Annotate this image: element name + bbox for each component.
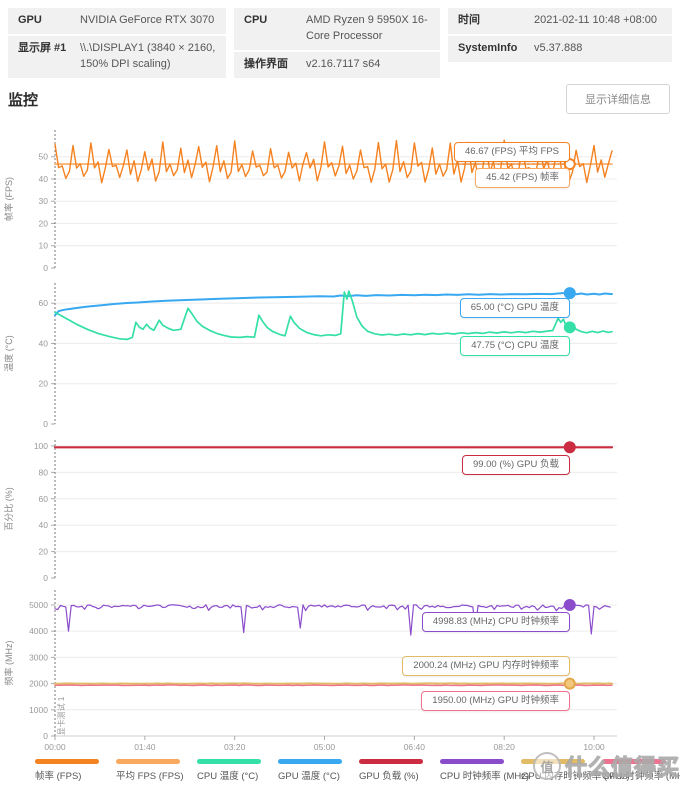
display-value: \\.\DISPLAY1 (3840 × 2160, 150% DPI scal… bbox=[80, 41, 216, 70]
svg-text:40: 40 bbox=[39, 338, 49, 348]
svg-text:频率 (MHz): 频率 (MHz) bbox=[3, 641, 14, 686]
svg-text:0: 0 bbox=[43, 263, 48, 273]
legend-label: GPU 温度 (°C) bbox=[278, 771, 340, 782]
legend-item[interactable]: 平均 FPS (FPS) bbox=[116, 759, 197, 782]
info-row-systeminfo: SystemInfo v5.37.888 bbox=[448, 35, 672, 62]
gpu-name-value: NVIDIA GeForce RTX 3070 bbox=[80, 14, 215, 26]
svg-text:06:40: 06:40 bbox=[404, 742, 426, 752]
legend-swatch bbox=[602, 759, 666, 764]
monitor-section-header: 监控 显示详细信息 bbox=[8, 84, 670, 114]
svg-text:温度 (°C): 温度 (°C) bbox=[3, 335, 14, 372]
legend-item[interactable]: GPU 时钟频率 (MHz) bbox=[602, 759, 680, 782]
cpu-name-value: AMD Ryzen 9 5950X 16-Core Processor bbox=[306, 14, 428, 42]
svg-text:00:00: 00:00 bbox=[44, 742, 66, 752]
svg-text:0: 0 bbox=[43, 731, 48, 741]
legend-label: GPU 时钟频率 (MHz) bbox=[602, 771, 680, 782]
svg-text:40: 40 bbox=[39, 174, 49, 184]
legend-swatch bbox=[35, 759, 99, 764]
info-row-display: 显示屏 #1 \\.\DISPLAY1 (3840 × 2160, 150% D… bbox=[8, 35, 226, 78]
legend-swatch bbox=[440, 759, 504, 764]
legend-swatch bbox=[359, 759, 423, 764]
legend-swatch bbox=[278, 759, 342, 764]
svg-text:20: 20 bbox=[39, 547, 49, 557]
legend-item[interactable]: CPU 温度 (°C) bbox=[197, 759, 278, 782]
svg-text:0: 0 bbox=[43, 573, 48, 583]
svg-text:百分比 (%): 百分比 (%) bbox=[3, 487, 14, 531]
svg-text:显卡测试 1: 显卡测试 1 bbox=[56, 696, 66, 735]
svg-text:50: 50 bbox=[39, 152, 49, 162]
system-info-col-gpu: GPU NVIDIA GeForce RTX 3070 显示屏 #1 \\.\D… bbox=[8, 8, 226, 78]
svg-text:帧率 (FPS): 帧率 (FPS) bbox=[3, 177, 14, 221]
svg-text:30: 30 bbox=[39, 196, 49, 206]
legend-swatch bbox=[197, 759, 261, 764]
legend-label: 帧率 (FPS) bbox=[35, 771, 82, 782]
svg-text:80: 80 bbox=[39, 467, 49, 477]
ui-version-value: v2.16.7117 s64 bbox=[306, 57, 381, 70]
svg-text:05:00: 05:00 bbox=[314, 742, 336, 752]
system-info-col-time: 时间 2021-02-11 10:48 +08:00 SystemInfo v5… bbox=[448, 8, 672, 78]
svg-text:10:00: 10:00 bbox=[583, 742, 605, 752]
svg-text:01:40: 01:40 bbox=[134, 742, 156, 752]
svg-text:1000: 1000 bbox=[29, 705, 48, 715]
svg-text:10: 10 bbox=[39, 241, 49, 251]
system-info-header: GPU NVIDIA GeForce RTX 3070 显示屏 #1 \\.\D… bbox=[8, 8, 672, 78]
info-row-cpu: CPU AMD Ryzen 9 5950X 16-Core Processor bbox=[234, 8, 440, 50]
show-details-button[interactable]: 显示详细信息 bbox=[566, 84, 670, 114]
info-row-ui-version: 操作界面 v2.16.7117 s64 bbox=[234, 51, 440, 78]
svg-text:60: 60 bbox=[39, 494, 49, 504]
legend-label: 平均 FPS (FPS) bbox=[116, 771, 184, 782]
info-label: SystemInfo bbox=[458, 41, 518, 54]
svg-text:08:20: 08:20 bbox=[494, 742, 516, 752]
svg-text:5000: 5000 bbox=[29, 600, 48, 610]
info-label: 时间 bbox=[458, 14, 480, 26]
info-label: 操作界面 bbox=[244, 57, 288, 70]
legend-label: CPU 时钟频率 (MHz) bbox=[440, 771, 530, 782]
legend-swatch bbox=[521, 759, 585, 764]
svg-text:3000: 3000 bbox=[29, 652, 48, 662]
systeminfo-version-value: v5.37.888 bbox=[534, 41, 583, 54]
svg-text:2000: 2000 bbox=[29, 679, 48, 689]
legend-label: CPU 温度 (°C) bbox=[197, 771, 259, 782]
page-title: 监控 bbox=[8, 91, 39, 109]
svg-text:0: 0 bbox=[43, 419, 48, 429]
legend-item[interactable]: GPU 温度 (°C) bbox=[278, 759, 359, 782]
legend-swatch bbox=[116, 759, 180, 764]
time-value: 2021-02-11 10:48 +08:00 bbox=[534, 14, 658, 26]
svg-text:4000: 4000 bbox=[29, 626, 48, 636]
legend-label: GPU 负载 (%) bbox=[359, 771, 419, 782]
info-label: 显示屏 #1 bbox=[18, 41, 67, 54]
info-label: GPU bbox=[18, 14, 42, 26]
svg-text:03:20: 03:20 bbox=[224, 742, 246, 752]
legend-label: GPU 内存时钟频率 (MHz) bbox=[521, 771, 630, 782]
legend-item[interactable]: GPU 负载 (%) bbox=[359, 759, 440, 782]
legend-item[interactable]: 帧率 (FPS) bbox=[35, 759, 116, 782]
info-label: CPU bbox=[244, 14, 268, 26]
legend-item[interactable]: CPU 时钟频率 (MHz) bbox=[440, 759, 530, 782]
legend-item[interactable]: GPU 内存时钟频率 (MHz) bbox=[521, 759, 630, 782]
svg-text:20: 20 bbox=[39, 218, 49, 228]
svg-text:40: 40 bbox=[39, 520, 49, 530]
system-info-col-cpu: CPU AMD Ryzen 9 5950X 16-Core Processor … bbox=[234, 8, 440, 78]
svg-text:60: 60 bbox=[39, 298, 49, 308]
svg-text:100: 100 bbox=[34, 441, 48, 451]
svg-text:20: 20 bbox=[39, 379, 49, 389]
info-row-time: 时间 2021-02-11 10:48 +08:00 bbox=[448, 8, 672, 34]
chart-legend: 帧率 (FPS) 平均 FPS (FPS) CPU 温度 (°C) GPU 温度 (°… bbox=[35, 759, 680, 782]
info-row-gpu: GPU NVIDIA GeForce RTX 3070 bbox=[8, 8, 226, 34]
